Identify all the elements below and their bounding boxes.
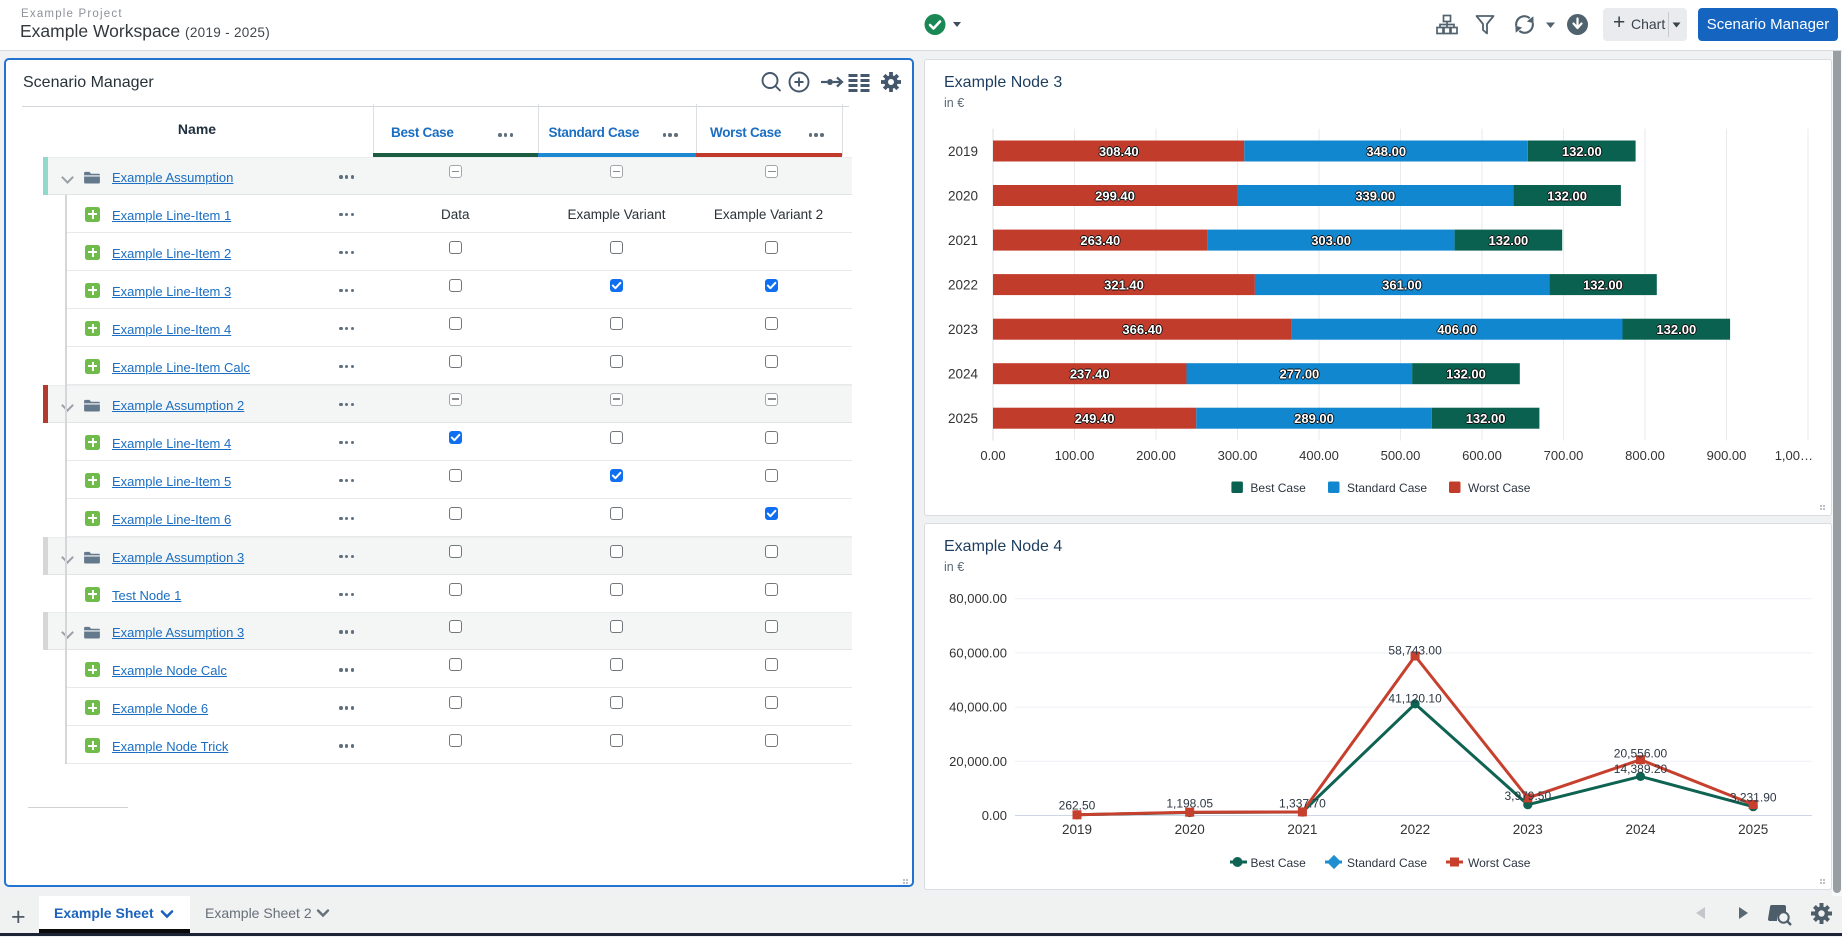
svg-text:2024: 2024	[948, 367, 979, 382]
svg-text:Worst Case: Worst Case	[1468, 856, 1531, 870]
svg-text:0.00: 0.00	[980, 448, 1005, 463]
svg-text:308.40: 308.40	[1099, 144, 1139, 159]
svg-text:3,231.90: 3,231.90	[1730, 791, 1777, 805]
svg-text:366.40: 366.40	[1122, 322, 1162, 337]
svg-text:132.00: 132.00	[1466, 411, 1506, 426]
svg-text:800.00: 800.00	[1625, 448, 1665, 463]
svg-text:400.00: 400.00	[1299, 448, 1339, 463]
svg-text:20,000.00: 20,000.00	[949, 754, 1007, 769]
svg-text:500.00: 500.00	[1381, 448, 1421, 463]
svg-text:Worst Case: Worst Case	[1468, 481, 1531, 495]
svg-text:339.00: 339.00	[1355, 188, 1395, 203]
svg-text:132.00: 132.00	[1583, 277, 1623, 292]
svg-text:80,000.00: 80,000.00	[949, 591, 1007, 606]
svg-text:2021: 2021	[1287, 822, 1317, 837]
svg-text:2019: 2019	[1062, 822, 1092, 837]
svg-text:303.00: 303.00	[1311, 233, 1351, 248]
svg-text:348.00: 348.00	[1366, 144, 1406, 159]
svg-text:2023: 2023	[1513, 822, 1543, 837]
svg-text:2024: 2024	[1625, 822, 1656, 837]
svg-text:Standard Case: Standard Case	[1347, 481, 1427, 495]
svg-text:200.00: 200.00	[1136, 448, 1176, 463]
svg-text:700.00: 700.00	[1544, 448, 1584, 463]
svg-text:132.00: 132.00	[1562, 144, 1602, 159]
svg-text:100.00: 100.00	[1055, 448, 1095, 463]
svg-text:299.40: 299.40	[1095, 188, 1135, 203]
svg-text:2022: 2022	[948, 277, 978, 292]
svg-text:289.00: 289.00	[1294, 411, 1334, 426]
svg-text:263.40: 263.40	[1080, 233, 1120, 248]
svg-text:2023: 2023	[948, 322, 978, 337]
svg-text:600.00: 600.00	[1462, 448, 1502, 463]
svg-text:2020: 2020	[948, 188, 978, 203]
svg-text:20,556.00: 20,556.00	[1614, 747, 1668, 761]
svg-text:2021: 2021	[948, 233, 978, 248]
svg-text:2025: 2025	[1738, 822, 1768, 837]
svg-text:2020: 2020	[1175, 822, 1205, 837]
svg-text:41,120.10: 41,120.10	[1388, 692, 1442, 706]
svg-text:60,000.00: 60,000.00	[949, 645, 1007, 660]
svg-text:14,389.20: 14,389.20	[1614, 762, 1668, 776]
svg-text:2025: 2025	[948, 411, 978, 426]
svg-text:321.40: 321.40	[1104, 277, 1144, 292]
svg-text:132.00: 132.00	[1547, 188, 1587, 203]
svg-text:58,743.00: 58,743.00	[1388, 644, 1442, 658]
svg-text:3,979.50: 3,979.50	[1504, 789, 1551, 803]
svg-text:40,000.00: 40,000.00	[949, 700, 1007, 715]
svg-text:1,198.05: 1,198.05	[1166, 797, 1213, 811]
svg-text:406.00: 406.00	[1437, 322, 1477, 337]
svg-text:Best Case: Best Case	[1251, 856, 1307, 870]
svg-text:1,337.70: 1,337.70	[1279, 797, 1326, 811]
svg-text:1,00…: 1,00…	[1775, 448, 1813, 463]
svg-text:0.00: 0.00	[982, 808, 1007, 823]
svg-text:2019: 2019	[948, 144, 978, 159]
svg-text:Best Case: Best Case	[1250, 481, 1306, 495]
svg-text:132.00: 132.00	[1446, 367, 1486, 382]
svg-text:237.40: 237.40	[1070, 367, 1110, 382]
svg-text:300.00: 300.00	[1218, 448, 1258, 463]
svg-text:Standard Case: Standard Case	[1347, 856, 1427, 870]
svg-text:132.00: 132.00	[1489, 233, 1529, 248]
svg-text:900.00: 900.00	[1707, 448, 1747, 463]
svg-text:249.40: 249.40	[1075, 411, 1115, 426]
svg-text:361.00: 361.00	[1382, 277, 1422, 292]
svg-text:2022: 2022	[1400, 822, 1430, 837]
svg-text:277.00: 277.00	[1280, 367, 1320, 382]
svg-text:132.00: 132.00	[1656, 322, 1696, 337]
svg-text:262.50: 262.50	[1059, 799, 1096, 813]
